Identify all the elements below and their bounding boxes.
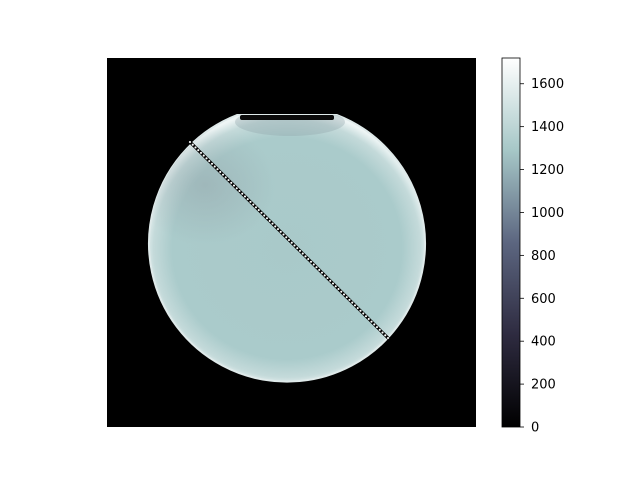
profile-marker — [383, 333, 387, 337]
profile-marker — [273, 224, 277, 228]
colorbar-gradient — [501, 57, 521, 428]
colorbar-tick-label: 200 — [531, 378, 556, 393]
profile-marker — [276, 227, 280, 231]
profile-marker — [331, 282, 335, 286]
profile-marker — [279, 230, 283, 234]
profile-marker — [246, 197, 250, 201]
profile-marker — [358, 309, 363, 313]
colorbar-tick-label: 1400 — [531, 120, 564, 135]
colorbar: 0 200 400 600 800 1000 1200 1400 1600 — [501, 57, 564, 436]
profile-marker — [257, 208, 261, 212]
profile-marker — [207, 159, 211, 163]
profile-marker — [251, 203, 255, 207]
phantom-notch — [240, 115, 334, 120]
profile-marker — [213, 164, 217, 169]
image-axes — [107, 58, 476, 427]
profile-marker — [262, 213, 266, 218]
profile-marker — [312, 262, 316, 267]
profile-marker — [270, 222, 275, 226]
colorbar-tick-label: 1600 — [531, 77, 564, 92]
profile-marker — [303, 254, 308, 258]
profile-marker — [218, 170, 222, 174]
profile-marker — [298, 249, 302, 253]
profile-marker — [191, 143, 195, 147]
profile-marker — [265, 216, 269, 220]
profile-markers — [188, 140, 390, 340]
profile-marker — [232, 184, 236, 188]
profile-marker — [268, 219, 272, 223]
profile-marker — [334, 284, 338, 288]
profile-marker — [372, 322, 376, 326]
profile-marker — [328, 279, 332, 283]
profile-marker — [380, 331, 385, 335]
profile-marker — [287, 238, 291, 242]
profile-marker — [221, 173, 225, 177]
profile-marker — [325, 276, 330, 280]
profile-marker — [320, 271, 324, 275]
profile-marker — [314, 265, 319, 269]
profile-marker — [202, 154, 206, 158]
profile-marker — [290, 241, 294, 245]
colorbar-tick-label: 800 — [531, 249, 556, 264]
profile-marker — [361, 311, 365, 316]
profile-marker — [235, 186, 239, 190]
profile-marker — [309, 260, 313, 264]
profile-marker — [196, 148, 200, 152]
profile-marker — [281, 233, 286, 237]
profile-marker — [347, 298, 352, 302]
profile-marker — [254, 205, 258, 209]
profile-marker — [224, 175, 228, 179]
profile-marker — [237, 189, 242, 193]
profile-marker — [339, 290, 343, 294]
profile-marker — [295, 246, 299, 250]
profile-marker — [284, 235, 288, 239]
colorbar-tick-label: 600 — [531, 292, 556, 307]
colorbar-tick-label: 1000 — [531, 206, 564, 221]
profile-marker — [243, 194, 247, 198]
profile-marker — [215, 167, 220, 171]
profile-marker — [226, 178, 231, 182]
colorbar-tick-label: 1200 — [531, 163, 564, 178]
profile-marker — [386, 336, 390, 340]
profile-marker — [378, 328, 382, 332]
colorbar-tick-label: 0 — [531, 421, 539, 436]
profile-marker — [193, 145, 198, 149]
profile-marker — [336, 287, 341, 291]
profile-marker — [364, 314, 368, 318]
profile-marker — [369, 320, 374, 324]
profile-marker — [292, 243, 297, 247]
profile-marker — [306, 257, 310, 261]
profile-marker — [259, 211, 264, 215]
profile-marker — [199, 151, 203, 155]
profile-marker — [248, 200, 253, 204]
profile-marker — [367, 317, 371, 321]
profile-marker — [210, 162, 214, 166]
profile-marker — [353, 303, 357, 307]
profile-marker — [240, 192, 244, 196]
profile-marker — [375, 325, 379, 329]
profile-marker — [188, 140, 192, 144]
profile-marker — [342, 292, 346, 296]
profile-marker — [317, 268, 321, 272]
colorbar-ticks: 0 200 400 600 800 1000 1200 1400 1600 — [520, 77, 564, 436]
colorbar-tick-label: 400 — [531, 335, 556, 350]
profile-marker — [345, 295, 349, 299]
profile-marker — [356, 306, 360, 310]
profile-line — [188, 140, 390, 340]
profile-marker — [204, 156, 209, 160]
profile-marker — [229, 181, 233, 185]
profile-marker — [301, 252, 305, 256]
profile-marker — [350, 301, 354, 305]
profile-marker — [323, 273, 327, 277]
